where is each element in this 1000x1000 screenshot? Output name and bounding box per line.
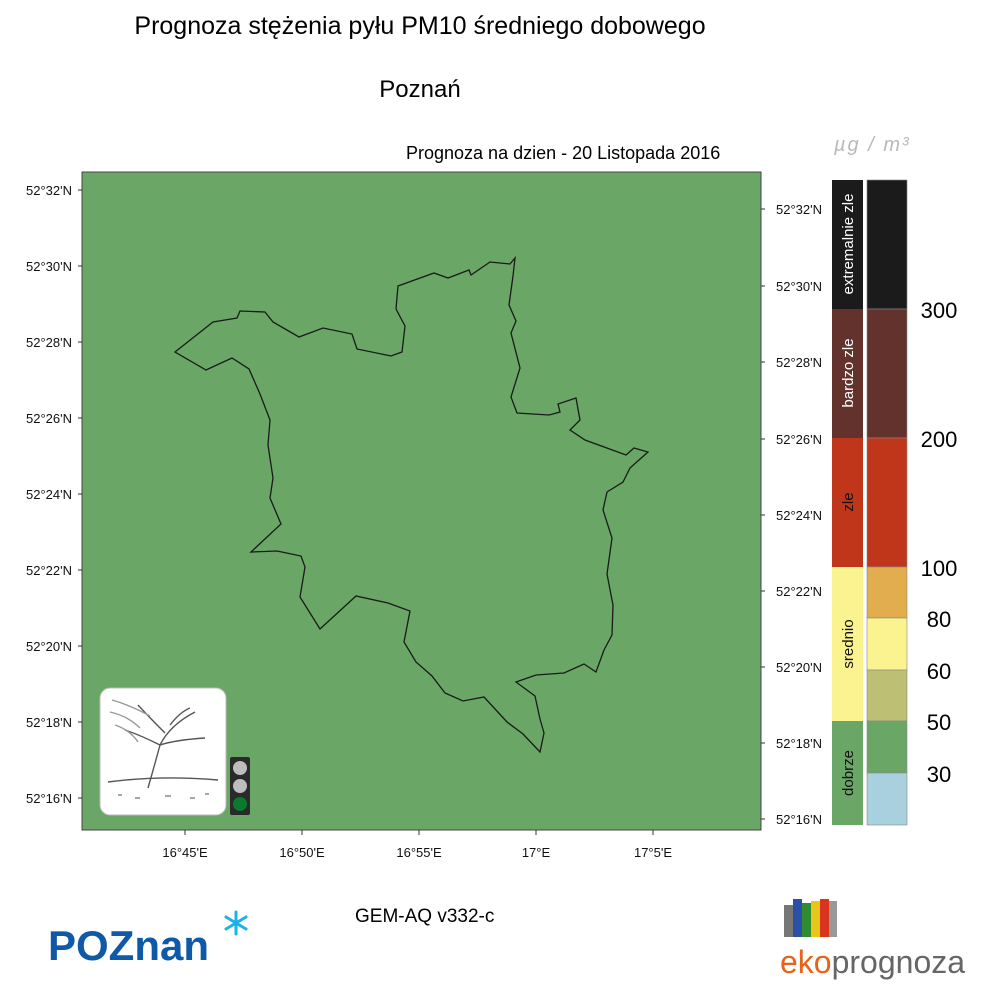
threshold-label: 300 — [921, 298, 958, 323]
category-label: srednio — [840, 619, 857, 668]
bin-swatch — [866, 720, 908, 774]
legend: extremalnie zle bardzo zle zle srednio d… — [832, 179, 958, 826]
category-swatch — [832, 309, 863, 438]
city-subtitle: Poznań — [379, 76, 461, 103]
lat-label-left: 52°26'N — [26, 411, 72, 426]
map-panel: 52°32'N 52°30'N 52°28'N 52°26'N 52°24'N … — [26, 171, 822, 860]
lat-label-right: 52°18'N — [776, 736, 822, 751]
threshold-label: 200 — [921, 427, 958, 452]
bin-swatch — [866, 179, 908, 310]
lat-ticks-right — [761, 208, 765, 820]
lat-label-left: 52°32'N — [26, 183, 72, 198]
category-bar — [832, 180, 863, 825]
category-label: zle — [840, 492, 857, 511]
threshold-label: 50 — [927, 710, 951, 735]
bin-swatch — [866, 308, 908, 439]
lat-label-right: 52°24'N — [776, 508, 822, 523]
lat-label-right: 52°32'N — [776, 202, 822, 217]
lat-label-right: 52°22'N — [776, 584, 822, 599]
bin-swatch — [866, 669, 908, 722]
category-swatch — [832, 438, 863, 567]
logo-text-prognoza: prognoza — [831, 944, 966, 980]
lat-label-right: 52°16'N — [776, 812, 822, 827]
bin-swatch — [866, 772, 908, 826]
threshold-label: 100 — [921, 556, 958, 581]
bin-swatch — [866, 617, 908, 671]
lon-label: 16°45'E — [162, 845, 208, 860]
windy-tree-icon — [107, 699, 219, 799]
category-swatch — [832, 567, 863, 721]
lat-label-right: 52°30'N — [776, 279, 822, 294]
lat-ticks-left — [78, 189, 82, 799]
page-title: Prognoza stężenia pyłu PM10 średniego do… — [134, 12, 706, 40]
category-swatch — [832, 721, 863, 825]
weather-icon — [99, 687, 250, 816]
threshold-label: 30 — [927, 762, 951, 787]
lon-ticks — [184, 830, 654, 835]
lat-label-left: 52°30'N — [26, 259, 72, 274]
poznan-logo-mark: POZnan — [48, 910, 248, 969]
bin-swatch — [866, 437, 908, 568]
lat-label-right: 52°20'N — [776, 660, 822, 675]
threshold-label: 80 — [927, 607, 951, 632]
lat-label-left: 52°28'N — [26, 335, 72, 350]
lon-label: 17°5'E — [634, 845, 672, 860]
model-label: GEM-AQ v332-c — [355, 906, 495, 927]
unit-label: µg / m³ — [834, 134, 911, 156]
svg-text:POZnan: POZnan — [48, 922, 209, 968]
lat-label-left: 52°24'N — [26, 487, 72, 502]
lat-label-left: 52°20'N — [26, 639, 72, 654]
lon-label: 16°55'E — [396, 845, 442, 860]
forecast-date: Prognoza na dzien - 20 Listopada 2016 — [406, 143, 721, 163]
category-swatch — [832, 180, 863, 309]
lat-label-left: 52°18'N — [26, 715, 72, 730]
lat-label-left: 52°16'N — [26, 791, 72, 806]
poznan-logo: POZnan — [48, 908, 263, 969]
category-label: dobrze — [840, 750, 857, 796]
lon-label: 17°E — [522, 845, 551, 860]
lat-label-right: 52°28'N — [776, 355, 822, 370]
threshold-label: 60 — [927, 659, 951, 684]
lat-label-left: 52°22'N — [26, 563, 72, 578]
ekoprognoza-bars-icon — [784, 899, 837, 937]
lon-label: 16°50'E — [279, 845, 325, 860]
lat-label-right: 52°26'N — [776, 432, 822, 447]
bin-swatch — [866, 566, 908, 619]
value-bar — [866, 179, 908, 826]
city-boundary — [173, 255, 650, 754]
category-label: extremalnie zle — [840, 194, 857, 295]
asterisk-icon — [224, 910, 248, 936]
category-label: bardzo zle — [840, 338, 857, 407]
ekoprognoza-logo: ekoprognoza — [778, 895, 978, 985]
logo-text-eko: eko — [780, 944, 832, 980]
